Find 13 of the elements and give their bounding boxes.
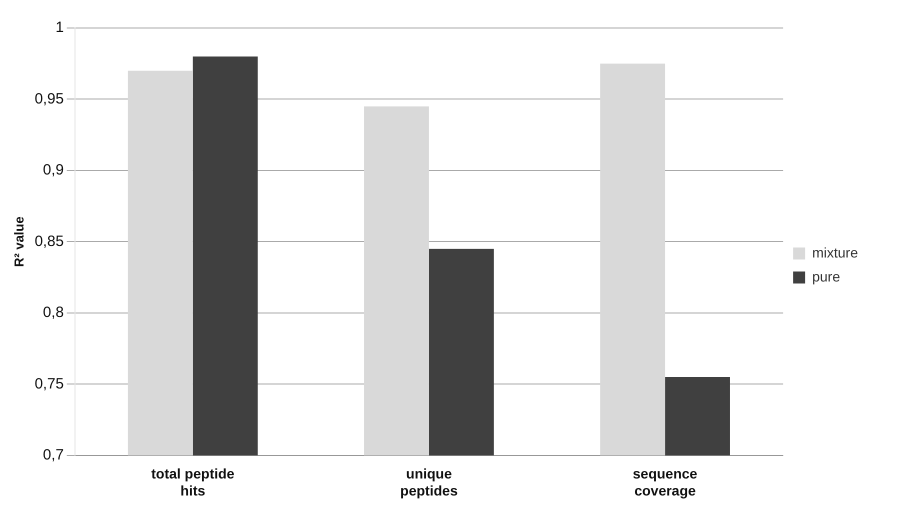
y-tick-label: 0,85 — [34, 232, 64, 250]
x-tick-label: total peptide hits — [151, 466, 235, 498]
y-tick-label: 0,75 — [34, 375, 64, 392]
y-tick-label: 0,95 — [34, 90, 64, 108]
y-axis-title: R² value — [11, 216, 26, 267]
y-tick-label: 0,9 — [42, 162, 64, 179]
y-tick-label: 0,8 — [42, 304, 64, 322]
legend-label: pure — [812, 268, 840, 284]
y-tick-label: 1 — [55, 19, 64, 36]
x-tick-label: sequence coverage — [632, 466, 698, 498]
x-tick-label: unique peptides — [400, 466, 458, 498]
y-tick-label: 0,7 — [42, 446, 64, 464]
legend-label: mixture — [812, 244, 858, 260]
